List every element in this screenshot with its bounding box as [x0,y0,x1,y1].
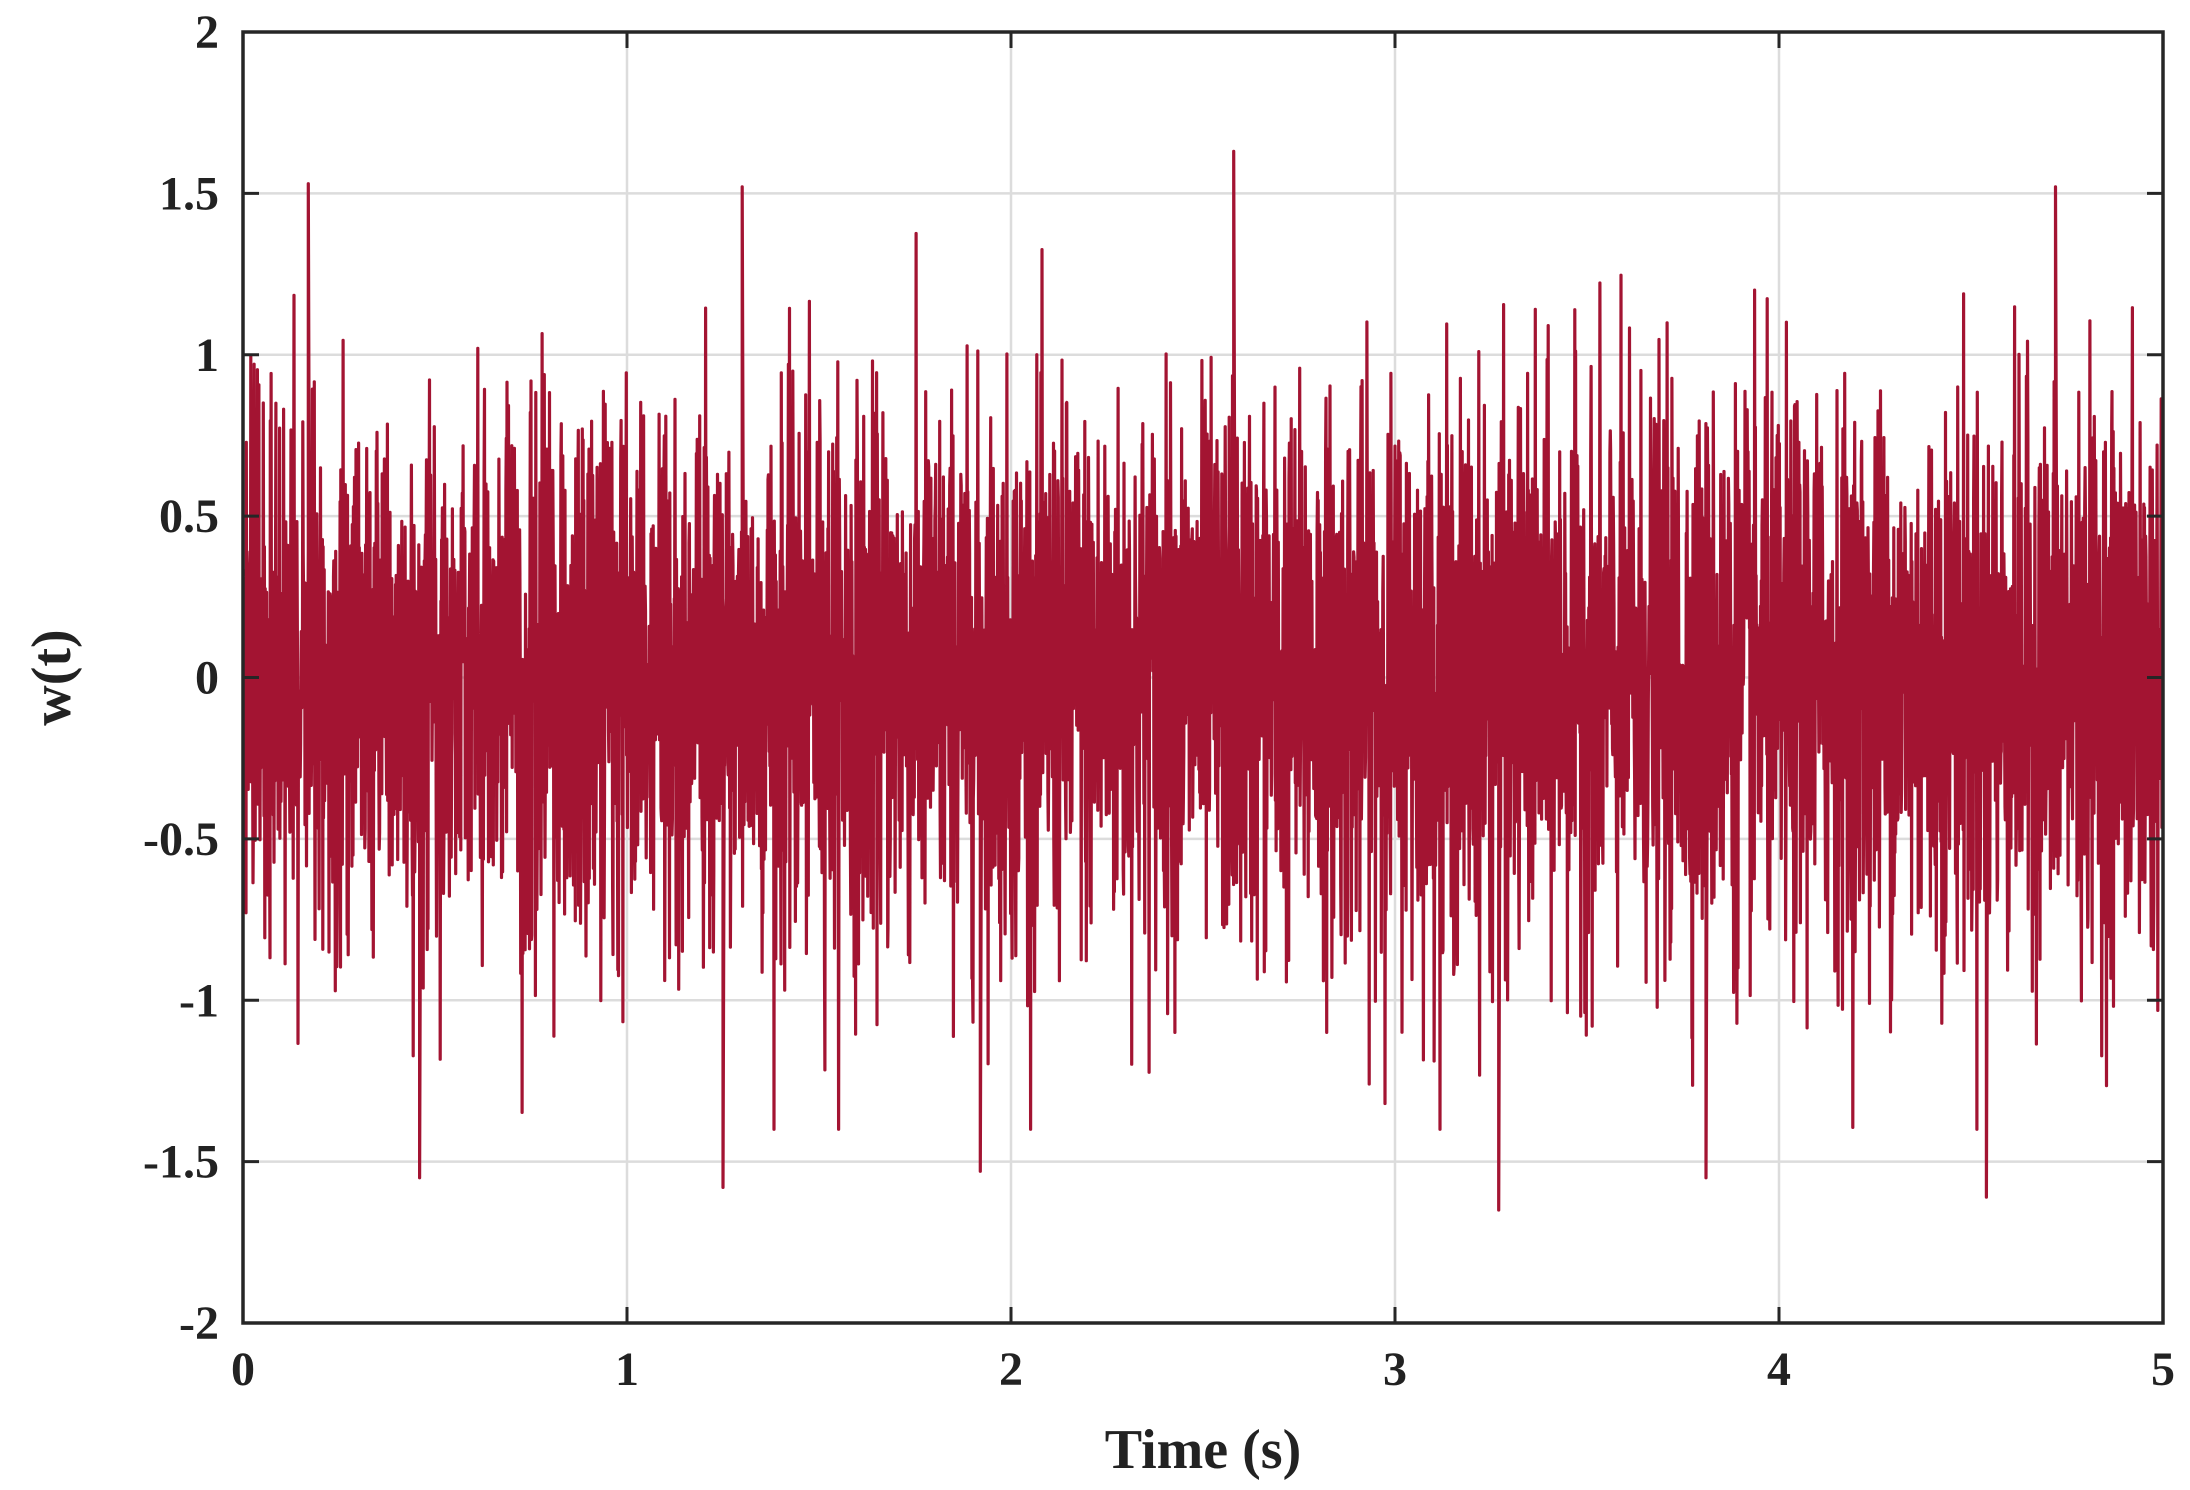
y-tick-label: -1 [179,974,219,1027]
y-tick-labels: -2 -1.5 -1 -0.5 0 0.5 1 1.5 2 [143,6,219,1350]
x-tick-label: 4 [1767,1343,1791,1396]
x-tick-label: 5 [2151,1343,2175,1396]
y-tick-label: -1.5 [143,1136,219,1189]
x-tick-label: 1 [615,1343,639,1396]
tick-marks [241,30,2165,1325]
x-tick-label: 3 [1383,1343,1407,1396]
y-tick-label: 2 [195,6,219,59]
series-line [243,149,2163,1212]
y-tick-label: 0 [195,652,219,705]
x-axis-title: Time (s) [1105,1419,1302,1481]
x-tick-labels: 0 1 2 3 4 5 [231,1343,2175,1396]
y-axis-title: w(t) [21,629,83,725]
y-tick-label: -0.5 [143,813,219,866]
y-tick-label: 1 [195,329,219,382]
x-tick-label: 0 [231,1343,255,1396]
y-tick-label: 1.5 [159,167,219,220]
x-tick-label: 2 [999,1343,1023,1396]
y-tick-label: 0.5 [159,490,219,543]
y-tick-label: -2 [179,1297,219,1350]
series-group [243,149,2163,1212]
